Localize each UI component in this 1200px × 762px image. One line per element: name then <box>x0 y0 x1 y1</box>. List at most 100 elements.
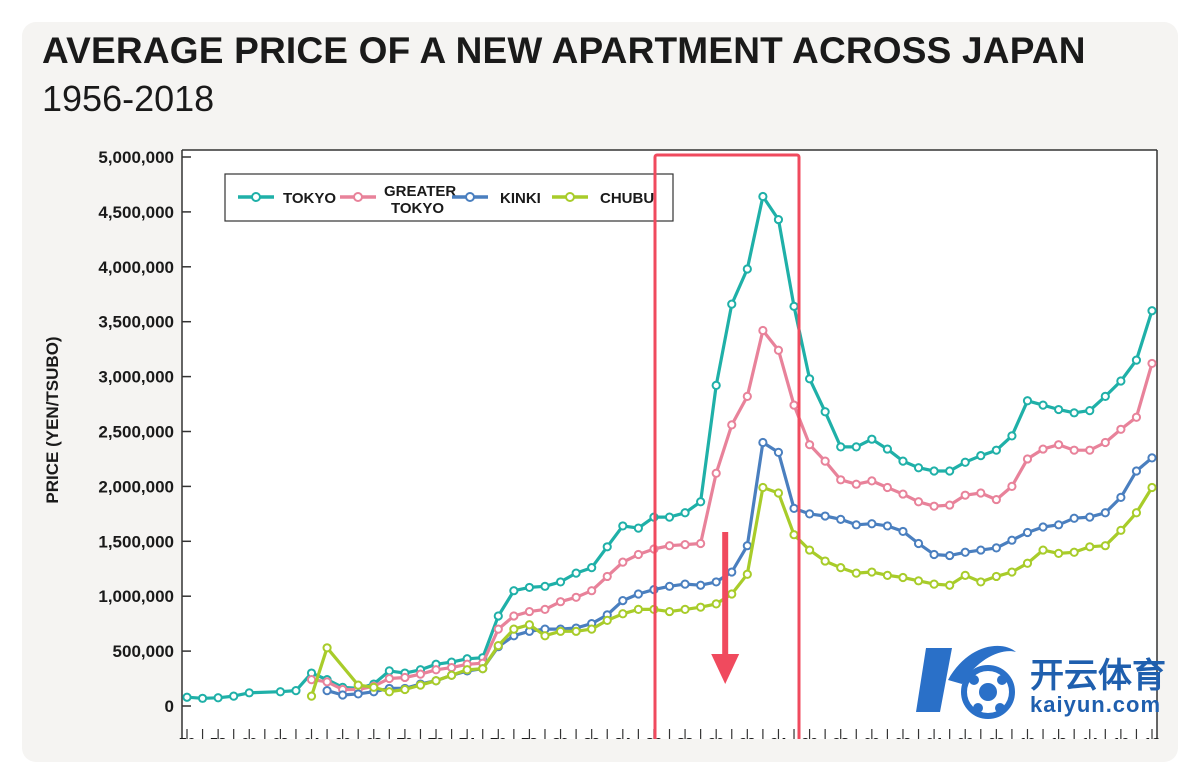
data-point-kinki <box>1038 522 1048 532</box>
data-point-tokyo <box>976 451 986 461</box>
data-point-kinki <box>1007 535 1017 545</box>
x-tick-label: 56 <box>179 735 196 739</box>
data-point-greater-tokyo <box>991 494 1001 505</box>
data-point-greater-tokyo <box>820 456 830 466</box>
data-point-chubu <box>960 570 970 580</box>
data-point-kinki <box>929 549 939 560</box>
data-point-kinki <box>680 579 690 589</box>
data-point-kinki <box>727 567 737 577</box>
data-point-kinki <box>773 447 784 457</box>
data-point-chubu <box>789 530 799 540</box>
data-point-kinki <box>789 503 799 513</box>
data-point-kinki <box>851 520 861 530</box>
data-point-kinki <box>353 689 363 699</box>
y-tick-label: 0 <box>165 697 174 716</box>
data-point-chubu <box>696 602 706 612</box>
data-point-greater-tokyo <box>1069 445 1079 455</box>
data-point-tokyo <box>960 457 970 467</box>
y-tick-label: 1,000,000 <box>98 587 174 606</box>
data-point-chubu <box>555 626 566 636</box>
x-tick-label: 92 <box>739 735 756 739</box>
data-point-chubu <box>913 576 924 586</box>
data-point-chubu <box>1038 545 1048 555</box>
data-point-chubu <box>1007 567 1017 577</box>
data-point-tokyo <box>555 577 566 587</box>
legend-marker-chubu <box>565 192 575 202</box>
data-point-chubu <box>758 482 768 493</box>
data-point-tokyo <box>633 523 643 533</box>
data-point-greater-tokyo <box>913 497 924 507</box>
data-point-greater-tokyo <box>431 665 441 675</box>
data-point-chubu <box>571 626 581 636</box>
data-point-tokyo <box>1116 376 1126 386</box>
data-point-greater-tokyo <box>758 325 768 336</box>
legend-label-greater-tokyo: GREATER TOKYO <box>384 183 456 217</box>
data-point-chubu <box>400 684 410 695</box>
data-point-kinki <box>913 538 924 549</box>
chart-title: AVERAGE PRICE OF A NEW APARTMENT ACROSS … <box>42 30 1086 71</box>
data-point-chubu <box>1054 548 1064 558</box>
x-tick-label: 58 <box>210 735 227 739</box>
x-tick-label: 10 <box>1019 735 1036 739</box>
data-point-tokyo <box>618 521 628 531</box>
data-point-chubu <box>727 589 737 599</box>
y-tick-label: 5,000,000 <box>98 148 174 167</box>
data-point-greater-tokyo <box>1007 481 1017 491</box>
data-point-chubu <box>1147 482 1157 493</box>
data-point-kinki <box>758 437 768 448</box>
data-point-chubu <box>618 609 628 619</box>
data-point-tokyo <box>1022 396 1033 406</box>
y-tick-label: 4,000,000 <box>98 258 174 277</box>
data-point-kinki <box>976 545 986 555</box>
data-point-tokyo <box>773 214 784 225</box>
x-tick-label: 64 <box>303 735 320 739</box>
data-point-greater-tokyo <box>680 539 690 550</box>
x-tick-label: 94 <box>770 735 787 739</box>
watermark-chinese: 开云体育 <box>1030 656 1166 696</box>
data-point-tokyo <box>182 692 192 702</box>
y-tick-label: 3,500,000 <box>98 313 174 332</box>
data-point-tokyo <box>291 686 301 696</box>
data-point-kinki <box>338 690 348 700</box>
data-point-chubu <box>836 563 846 573</box>
x-tick-label: 80 <box>552 735 569 739</box>
data-point-kinki <box>618 595 628 606</box>
y-tick-label: 3,000,000 <box>98 368 174 387</box>
data-point-kinki <box>322 686 332 696</box>
data-point-greater-tokyo <box>898 489 908 499</box>
data-point-tokyo <box>742 264 752 274</box>
data-point-tokyo <box>275 687 285 697</box>
data-point-greater-tokyo <box>773 345 784 355</box>
data-point-greater-tokyo <box>633 549 643 560</box>
data-point-greater-tokyo <box>524 606 535 617</box>
data-point-kinki <box>898 526 908 537</box>
legend-marker-greater-tokyo <box>353 192 363 202</box>
data-point-kinki <box>1100 508 1110 518</box>
plot-area <box>182 150 1157 739</box>
data-point-kinki <box>664 581 675 591</box>
data-point-greater-tokyo <box>602 571 612 582</box>
data-point-greater-tokyo <box>664 541 675 551</box>
data-point-greater-tokyo <box>555 597 566 607</box>
data-point-greater-tokyo <box>384 673 394 684</box>
data-point-tokyo <box>680 508 690 518</box>
data-point-tokyo <box>213 693 223 703</box>
data-point-greater-tokyo <box>945 500 955 510</box>
data-point-chubu <box>322 643 332 653</box>
data-point-chubu <box>446 670 457 680</box>
data-point-tokyo <box>820 407 830 417</box>
data-point-chubu <box>369 682 379 692</box>
data-point-greater-tokyo <box>789 400 799 410</box>
data-point-chubu <box>462 665 472 675</box>
x-tick-label: 82 <box>583 735 600 739</box>
data-point-chubu <box>991 571 1001 582</box>
data-point-kinki <box>711 577 721 587</box>
data-point-greater-tokyo <box>742 391 752 401</box>
data-point-tokyo <box>244 688 254 698</box>
data-point-kinki <box>804 509 815 519</box>
data-point-kinki <box>1054 520 1064 530</box>
data-point-greater-tokyo <box>587 586 597 596</box>
data-point-tokyo <box>945 466 955 476</box>
data-point-greater-tokyo <box>1100 437 1110 448</box>
data-point-greater-tokyo <box>1038 444 1048 454</box>
